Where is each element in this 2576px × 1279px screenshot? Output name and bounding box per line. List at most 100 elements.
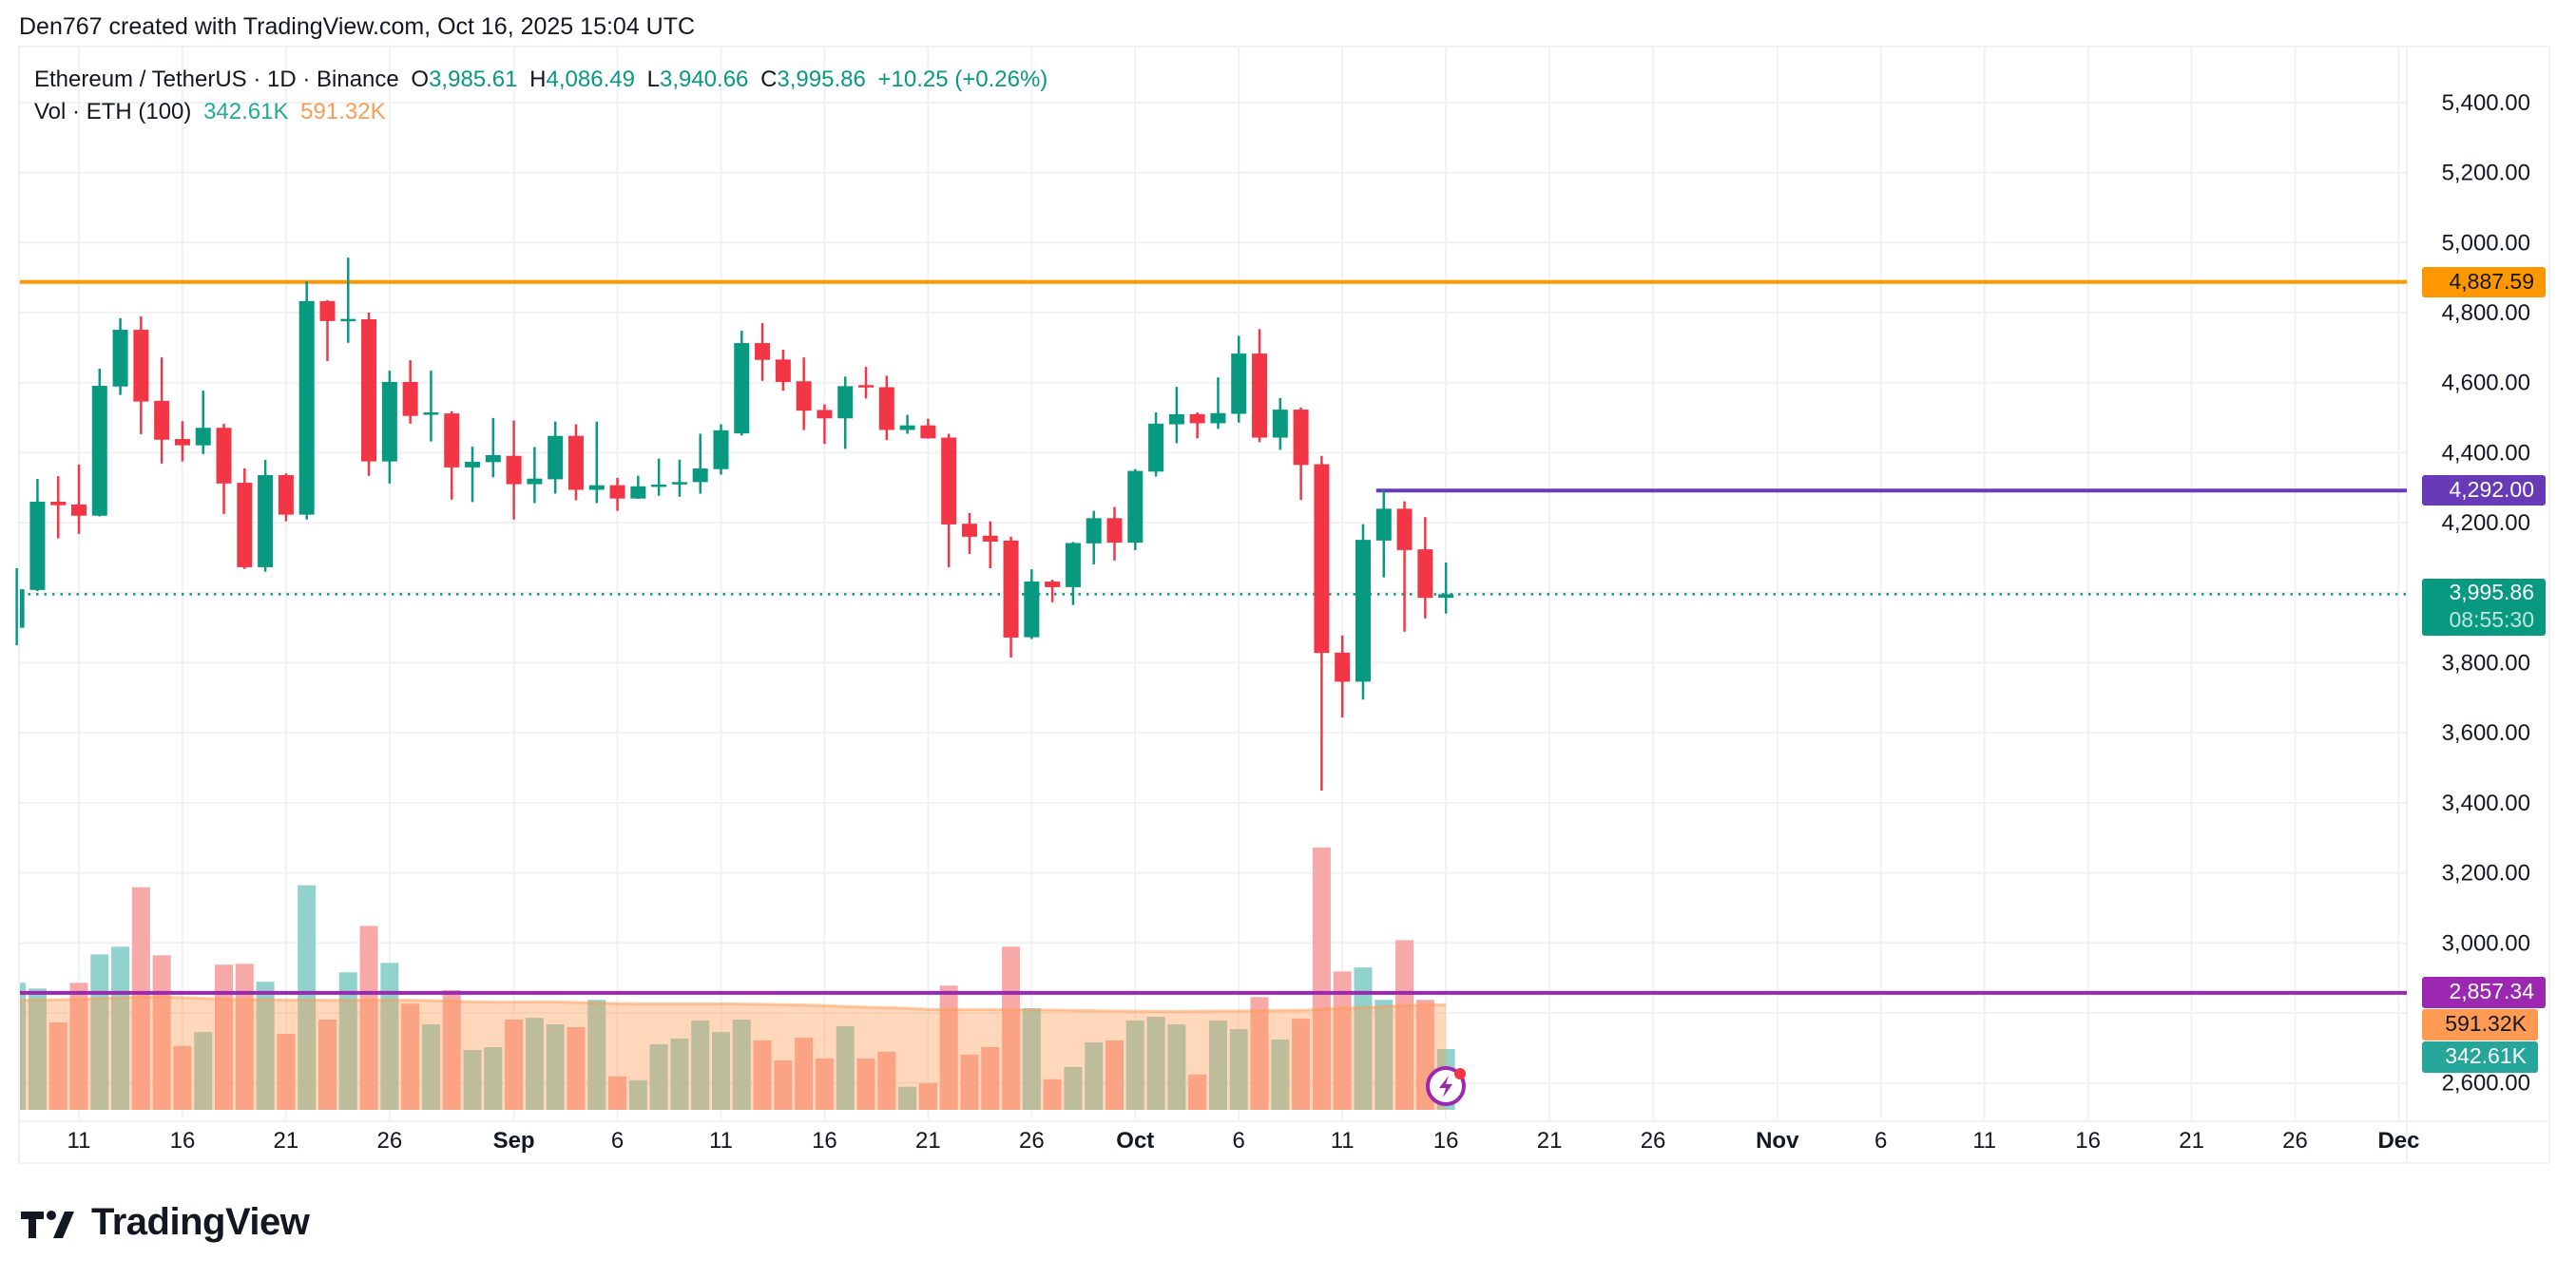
candle-body xyxy=(1293,410,1309,466)
candle-body xyxy=(817,410,833,419)
candle xyxy=(423,371,439,442)
candle xyxy=(1375,490,1392,578)
candle xyxy=(1210,377,1226,430)
candle-body xyxy=(71,504,87,516)
volume-bar xyxy=(1208,1021,1227,1110)
candle xyxy=(340,258,356,343)
candle xyxy=(133,316,149,434)
candle xyxy=(609,477,625,511)
candle-body xyxy=(878,387,894,430)
candle-body xyxy=(982,535,998,542)
volume-bar xyxy=(898,1086,917,1110)
candle-body xyxy=(567,435,584,490)
time-tick-label: 11 xyxy=(709,1128,733,1154)
price-tick-label: 5,200.00 xyxy=(2442,161,2530,186)
price-tick-label: 4,200.00 xyxy=(2442,510,2530,536)
candle xyxy=(1272,397,1288,450)
candle xyxy=(1335,635,1351,717)
tradingview-logo-icon xyxy=(21,1210,74,1238)
volume-bar xyxy=(836,1026,855,1110)
candle-body xyxy=(1252,353,1268,438)
time-tick-label: 21 xyxy=(915,1128,941,1154)
candle-body xyxy=(465,461,481,468)
volume-bar xyxy=(608,1076,627,1110)
candle xyxy=(402,360,418,424)
candle-body xyxy=(775,359,791,382)
candle xyxy=(1252,329,1268,443)
time-tick-label: 26 xyxy=(1641,1128,1666,1154)
candle-body xyxy=(319,300,336,321)
volume-bar xyxy=(1022,1008,1041,1110)
candle xyxy=(1314,455,1330,792)
orange-line-price-badge: 4,887.59 xyxy=(2422,266,2546,297)
candle-body xyxy=(961,524,977,537)
volume-bar xyxy=(421,1024,440,1110)
candle-body xyxy=(1396,508,1413,550)
candle xyxy=(174,421,190,462)
time-tick-label: Sep xyxy=(493,1128,535,1154)
candle-body xyxy=(796,381,812,411)
candle-body xyxy=(588,485,605,490)
symbol-title[interactable]: Ethereum / TetherUS · 1D · Binance xyxy=(34,67,399,92)
volume-ma-area xyxy=(20,997,1447,1110)
time-tick-label: Nov xyxy=(1756,1128,1799,1154)
candle xyxy=(29,479,46,591)
candle-body xyxy=(1106,518,1123,544)
price-tick-label: 4,600.00 xyxy=(2442,371,2530,396)
volume-ma-line xyxy=(19,995,1447,1013)
candle xyxy=(258,460,274,572)
volume-bar xyxy=(1250,997,1269,1110)
candle xyxy=(361,313,377,476)
candle xyxy=(154,357,170,464)
candle xyxy=(1065,542,1081,605)
volume-bar xyxy=(1085,1041,1104,1110)
volume-bar xyxy=(401,1003,420,1110)
candle xyxy=(858,367,875,399)
candle xyxy=(1045,580,1061,602)
volume-bar xyxy=(815,1058,834,1110)
time-tick-label: 16 xyxy=(1433,1128,1459,1154)
volume-bar xyxy=(1229,1029,1248,1110)
volume-bar xyxy=(628,1079,647,1110)
volume-bar xyxy=(173,1045,192,1110)
candle-body xyxy=(713,430,729,469)
candle-body xyxy=(1065,543,1081,587)
candle xyxy=(982,521,998,569)
change-value: +10.25 (+0.26%) xyxy=(877,67,1048,92)
candle xyxy=(734,331,750,436)
volume-bar xyxy=(298,885,317,1110)
volume-bar xyxy=(856,1058,875,1110)
time-tick-label: 11 xyxy=(67,1128,91,1154)
candle xyxy=(1086,510,1102,564)
candle-body xyxy=(1127,470,1144,544)
candle-body xyxy=(20,589,25,628)
open-value: 3,985.61 xyxy=(429,67,518,92)
price-tick-label: 3,000.00 xyxy=(2442,930,2530,956)
lightning-icon[interactable] xyxy=(1426,1066,1466,1106)
candle xyxy=(195,391,211,454)
volume-bar xyxy=(277,1033,296,1110)
candle xyxy=(465,447,481,503)
tradingview-logo[interactable]: TradingView xyxy=(21,1201,310,1244)
candle-body xyxy=(858,385,875,388)
candle xyxy=(112,317,128,395)
volume-bar xyxy=(711,1032,730,1110)
volume-bar xyxy=(1395,940,1414,1110)
chart-frame xyxy=(18,46,2550,1164)
candle xyxy=(755,323,771,381)
price-tick-label: 4,400.00 xyxy=(2442,440,2530,466)
candle xyxy=(817,404,833,445)
candle-body xyxy=(899,425,915,430)
candle xyxy=(71,464,87,534)
volume-bar xyxy=(442,990,461,1110)
candle xyxy=(920,418,936,439)
candle xyxy=(692,433,708,494)
volume-bar xyxy=(1043,1079,1062,1110)
volume-title[interactable]: Vol · ETH (100) xyxy=(34,99,192,124)
candle xyxy=(237,468,253,569)
time-tick-label: 26 xyxy=(2282,1128,2308,1154)
candle xyxy=(278,473,294,522)
price-tick-label: 3,200.00 xyxy=(2442,861,2530,887)
candle xyxy=(567,424,584,501)
